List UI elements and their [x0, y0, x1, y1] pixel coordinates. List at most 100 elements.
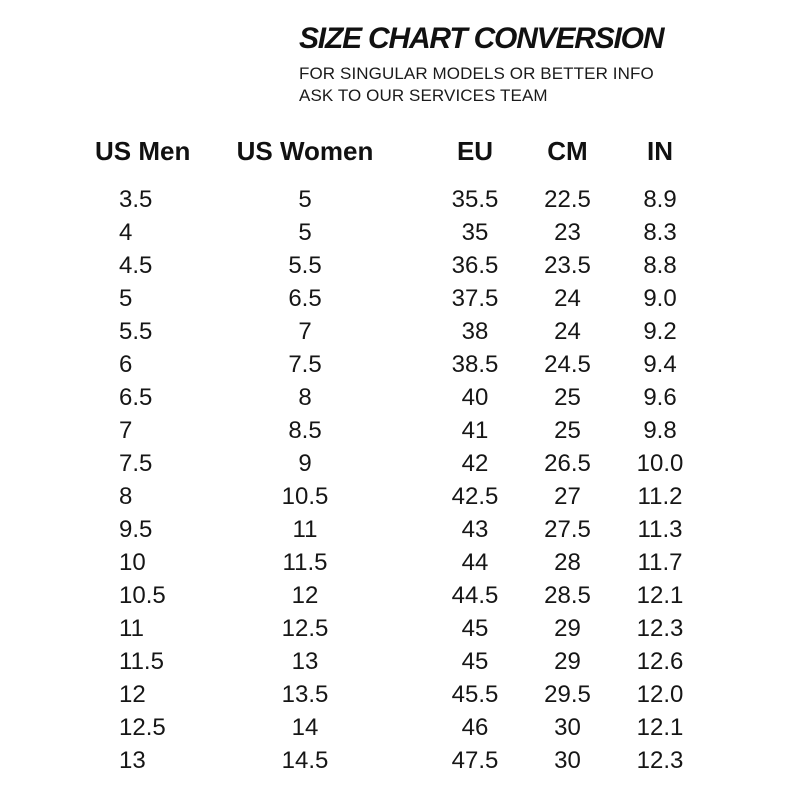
table-cell: 45 — [461, 614, 489, 642]
table-row: 5 6.5 37.5 24 9.0 — [95, 282, 715, 315]
column-header-in: IN — [647, 136, 673, 166]
table-cell: 8.3 — [643, 218, 677, 246]
table-body: 3.5 5 35.5 22.5 8.9 4 5 35 23 8.3 4.5 5.5 36.5 23.5 8.… — [95, 183, 715, 777]
table-cell: 12.0 — [636, 680, 684, 708]
table-cell: 29 — [554, 647, 581, 675]
table-cell: 11.5 — [282, 548, 328, 576]
table-cell: 41 — [461, 416, 489, 444]
table-cell: 44.5 — [451, 581, 499, 609]
table-cell: 7.5 — [119, 449, 153, 477]
table-cell: 6.5 — [119, 383, 153, 411]
table-cell: 35 — [461, 218, 489, 246]
table-cell: 25 — [554, 383, 581, 411]
table-cell: 8.5 — [288, 416, 322, 444]
column-header-us-men: US Men — [95, 136, 191, 166]
table-row: 11 12.5 45 29 12.3 — [95, 612, 715, 645]
table-cell: 10 — [119, 548, 146, 576]
table-cell: 38.5 — [451, 350, 499, 378]
table-cell: 9.6 — [643, 383, 677, 411]
table-cell: 6 — [119, 350, 133, 378]
size-chart-header: SIZE CHART CONVERSION FOR SINGULAR MODEL… — [299, 22, 664, 108]
table-row: 11.5 13 45 29 12.6 — [95, 645, 715, 678]
table-cell: 14.5 — [281, 746, 329, 774]
table-cell: 27 — [554, 482, 581, 510]
table-cell: 10.5 — [119, 581, 166, 609]
table-cell: 30 — [554, 746, 581, 774]
page-subtitle: FOR SINGULAR MODELS OR BETTER INFO ASK T… — [299, 63, 663, 108]
table-cell: 12.3 — [636, 614, 684, 642]
table-row: 6.5 8 40 25 9.6 — [95, 381, 715, 414]
table-cell: 23.5 — [544, 251, 591, 279]
table-cell: 9.0 — [643, 284, 677, 312]
table-cell: 9.2 — [643, 317, 677, 345]
table-cell: 12.6 — [636, 647, 684, 675]
table-cell: 4.5 — [119, 251, 153, 279]
table-cell: 29 — [554, 614, 581, 642]
table-cell: 13 — [291, 647, 319, 675]
table-cell: 13 — [119, 746, 146, 774]
table-cell: 45 — [461, 647, 489, 675]
table-cell: 43 — [461, 515, 489, 543]
table-cell: 11.3 — [637, 515, 683, 543]
table-cell: 5 — [298, 218, 312, 246]
table-cell: 5.5 — [288, 251, 322, 279]
table-row: 10 11.5 44 28 11.7 — [95, 546, 715, 579]
table-cell: 46 — [461, 713, 489, 741]
table-cell: 14 — [291, 713, 319, 741]
table-cell: 6.5 — [288, 284, 322, 312]
table-cell: 12.1 — [636, 581, 684, 609]
table-cell: 37.5 — [451, 284, 499, 312]
table-cell: 5 — [298, 185, 312, 213]
table-cell: 11.2 — [637, 482, 683, 510]
table-cell: 7 — [298, 317, 312, 345]
table-cell: 7.5 — [288, 350, 322, 378]
table-cell: 8 — [298, 383, 312, 411]
column-header-eu: EU — [456, 136, 494, 166]
size-conversion-table: US Men US Women EU CM IN 3.5 5 35.5 22.5 8.9… — [95, 136, 715, 777]
table-cell: 42 — [461, 449, 489, 477]
table-cell: 12 — [291, 581, 319, 609]
table-cell: 40 — [461, 383, 489, 411]
table-cell: 9.4 — [643, 350, 677, 378]
table-cell: 12 — [119, 680, 146, 708]
table-cell: 36.5 — [451, 251, 499, 279]
table-cell: 4 — [119, 218, 133, 246]
table-cell: 11 — [292, 515, 318, 543]
table-cell: 7 — [119, 416, 133, 444]
table-row: 7 8.5 41 25 9.8 — [95, 414, 715, 447]
table-cell: 9.8 — [643, 416, 677, 444]
subtitle-line-1: FOR SINGULAR MODELS OR BETTER INFO — [299, 64, 654, 83]
table-cell: 12.5 — [281, 614, 329, 642]
table-cell: 25 — [554, 416, 581, 444]
table-row: 13 14.5 47.5 30 12.3 — [95, 744, 715, 777]
table-row: 9.5 11 43 27.5 11.3 — [95, 513, 715, 546]
table-cell: 24.5 — [544, 350, 591, 378]
table-cell: 12.5 — [119, 713, 166, 741]
table-cell: 45.5 — [451, 680, 499, 708]
table-cell: 27.5 — [544, 515, 591, 543]
table-cell: 5 — [119, 284, 133, 312]
table-cell: 44 — [461, 548, 489, 576]
table-cell: 42.5 — [451, 482, 499, 510]
table-cell: 11 — [119, 614, 144, 642]
table-cell: 28 — [554, 548, 581, 576]
table-cell: 8.8 — [643, 251, 677, 279]
table-cell: 35.5 — [451, 185, 499, 213]
table-row: 8 10.5 42.5 27 11.2 — [95, 480, 715, 513]
table-cell: 28.5 — [544, 581, 591, 609]
table-cell: 29.5 — [544, 680, 591, 708]
table-cell: 8.9 — [643, 185, 677, 213]
table-header: US Men US Women EU CM IN — [95, 136, 715, 183]
table-cell: 24 — [554, 317, 581, 345]
table-header-row: US Men US Women EU CM IN — [95, 136, 715, 183]
table-cell: 24 — [554, 284, 581, 312]
column-header-us-women: US Women — [236, 136, 374, 166]
table-row: 4 5 35 23 8.3 — [95, 216, 715, 249]
table-cell: 12.3 — [636, 746, 684, 774]
table-cell: 23 — [554, 218, 581, 246]
table-row: 7.5 9 42 26.5 10.0 — [95, 447, 715, 480]
table-cell: 22.5 — [544, 185, 591, 213]
column-header-cm: CM — [547, 136, 588, 166]
table-cell: 13.5 — [281, 680, 329, 708]
